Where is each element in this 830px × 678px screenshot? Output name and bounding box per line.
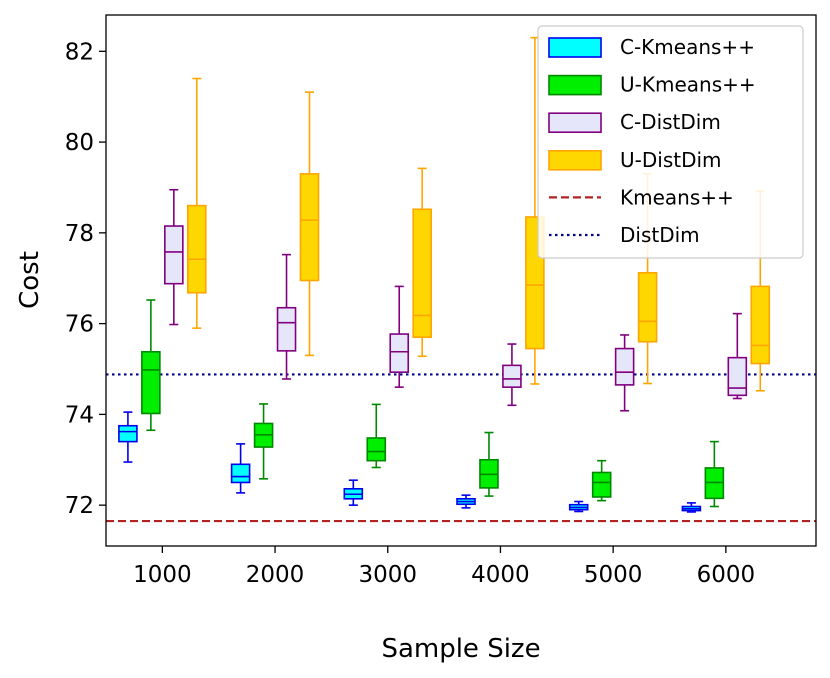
box-2-5 [727,312,748,400]
box-2-2 [389,285,410,388]
box-3-0 [186,77,207,329]
box-1-0 [141,299,161,432]
legend-swatch [548,37,602,58]
iqr-box [412,208,432,339]
box-3-2 [412,167,432,358]
iqr-box [230,463,251,484]
legend-label: DistDim [620,223,700,247]
y-tick-label: 80 [65,130,94,156]
legend-entry-5: DistDim [549,223,700,247]
y-tick-label: 82 [65,39,94,65]
box-2-3 [502,343,522,407]
legend-entry-4: Kmeans++ [549,185,734,209]
x-axis-label: Sample Size [381,634,540,664]
legend: C-Kmeans++ U-Kmeans++ C-DistDim U-DistDim Km… [537,25,804,259]
plot-frame [105,14,817,547]
legend-swatch [548,74,602,96]
box-0-2 [343,479,364,506]
box-0-3 [456,494,476,509]
box-1-4 [591,459,612,502]
iqr-box [366,437,387,462]
x-axis-ticks: 1000 2000 3000 4000 5000 6000 [133,546,755,588]
box-1-3 [479,431,499,497]
iqr-box [164,225,184,285]
legend-entry-2: C-DistDim [548,110,721,134]
box-0-4 [568,500,589,513]
legend-entry-0: C-Kmeans++ [548,35,755,59]
iqr-box [637,271,658,343]
iqr-box [750,285,771,365]
legend-label: C-DistDim [620,110,721,134]
box-2-4 [614,334,635,412]
legend-swatch [548,112,602,133]
x-tick-label: 4000 [471,562,530,588]
y-axis-ticks: 72 74 76 78 80 82 [65,39,106,519]
iqr-box [502,364,522,388]
y-tick-label: 74 [65,402,94,428]
x-tick-label: 3000 [358,562,417,588]
box-2-1 [276,253,297,380]
legend-label: U-DistDim [620,148,722,172]
iqr-box [389,333,410,373]
iqr-box [591,471,612,498]
y-tick-label: 72 [65,493,94,519]
box-0-0 [118,411,138,463]
box-3-4 [637,173,658,385]
box-1-2 [366,403,387,469]
legend-entry-1: U-Kmeans++ [548,73,756,97]
y-tick-label: 76 [65,312,94,338]
box-0-5 [681,502,702,513]
box-1-1 [253,403,274,480]
iqr-box [141,350,161,415]
iqr-box [299,173,320,282]
legend-frame [537,25,804,259]
legend-swatch [548,150,602,171]
x-tick-label: 2000 [246,562,305,588]
box-2-0 [164,188,184,326]
legend-label: C-Kmeans++ [620,35,755,59]
iqr-box [186,204,207,294]
y-axis-label: Cost [15,251,45,309]
iqr-box [614,347,635,386]
legend-entry-3: U-DistDim [548,148,722,172]
box-0-1 [230,443,251,494]
y-tick-label: 78 [65,221,94,247]
reference-lines [106,373,816,523]
x-tick-label: 6000 [697,562,756,588]
x-tick-label: 5000 [584,562,643,588]
legend-label: U-Kmeans++ [620,73,756,97]
legend-label: Kmeans++ [620,185,734,209]
box-3-1 [299,91,320,357]
iqr-box [727,356,748,397]
iqr-box [276,306,297,352]
x-tick-label: 1000 [133,562,192,588]
iqr-box [118,424,138,443]
box-1-5 [704,440,725,508]
